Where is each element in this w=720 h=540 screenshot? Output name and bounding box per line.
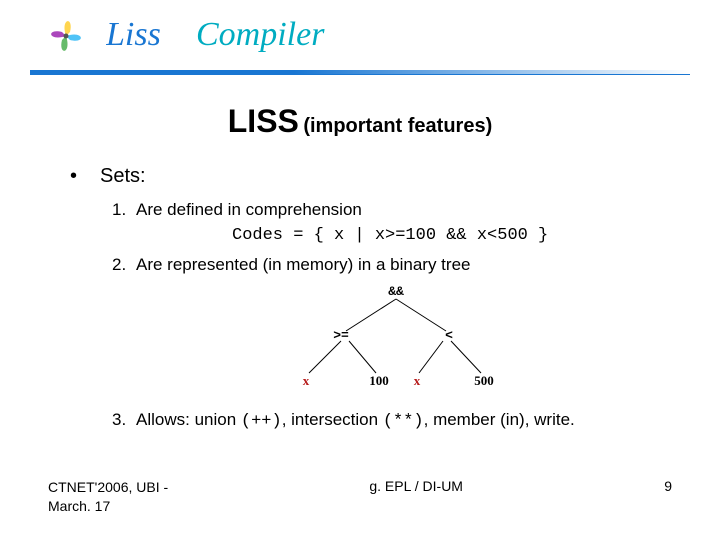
title-sub: (important features) [303,115,492,137]
tree-left-op: >= [333,328,349,343]
list-text-1: Are defined in comprehension [136,200,362,220]
list-item-1: 1. Are defined in comprehension [112,200,680,220]
list-num-1: 1. [112,200,136,220]
header-underline [30,70,690,75]
title-main: LISS [228,103,299,139]
slide-header: Liss Compiler [0,0,720,75]
list-num-2: 2. [112,255,136,275]
tree-leaf-rl: x [414,373,421,388]
logo-text: Liss Compiler [106,13,406,64]
logo-word-1: Liss [106,16,161,53]
tree-leaf-ll: x [303,373,310,388]
footer-page-number: 9 [664,478,672,494]
code-line: Codes = { x | x>=100 && x<500 } [232,226,680,245]
list-item-3: 3. Allows: union (++), intersection (**)… [112,410,680,431]
ordered-list: 1. Are defined in comprehension Codes = … [112,200,680,431]
tree-leaf-lr: 100 [369,373,389,388]
tree-root: && [388,284,404,299]
list-item-2: 2. Are represented (in memory) in a bina… [112,255,680,275]
bullet-dot: • [70,165,100,188]
tree-leaf-rr: 500 [474,373,494,388]
binary-tree-diagram: && >= < x 100 x 500 [112,281,680,396]
content: • Sets: 1. Are defined in comprehension … [0,165,720,431]
bullet-label: Sets: [100,165,146,188]
list-text-2: Are represented (in memory) in a binary … [136,255,470,275]
pinwheel-icon [40,10,92,67]
bullet-sets: • Sets: [70,165,680,188]
list-text-3: Allows: union (++), intersection (**), m… [136,410,575,431]
slide-footer: CTNET'2006, UBI - March. 17 g. EPL / DI-… [0,478,720,516]
title-row: LISS (important features) [0,103,720,140]
footer-left: CTNET'2006, UBI - March. 17 [48,478,168,516]
footer-center: g. EPL / DI-UM [168,478,664,494]
tree-right-op: < [445,328,453,343]
logo-word-2: Compiler [196,16,325,53]
list-num-3: 3. [112,410,136,430]
